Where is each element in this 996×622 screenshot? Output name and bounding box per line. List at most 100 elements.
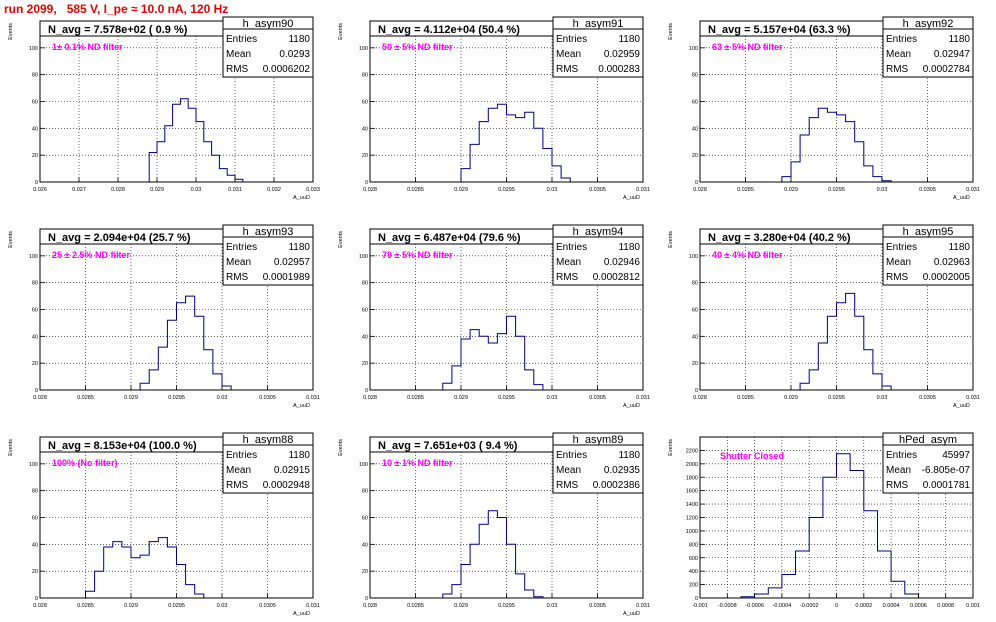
x-tick-label: 0.03 xyxy=(547,395,558,401)
histogram-bin xyxy=(507,316,516,390)
stats-label: RMS xyxy=(556,64,579,75)
x-tick-label: 0.029 xyxy=(454,187,468,193)
x-tick-label: 0.03 xyxy=(547,187,558,193)
y-tick-label: 40 xyxy=(32,126,38,132)
histogram-bin xyxy=(443,383,452,390)
y-tick-label: 60 xyxy=(32,308,38,314)
stats-value: 1180 xyxy=(618,34,640,45)
y-tick-label: 1800 xyxy=(686,475,698,481)
x-tick-label: 0.029 xyxy=(124,395,138,401)
histogram-bin xyxy=(222,386,231,390)
y-tick-label: 20 xyxy=(362,153,368,159)
histogram-bin xyxy=(561,178,570,182)
y-tick-label: 1400 xyxy=(686,502,698,508)
histogram-bin xyxy=(525,112,534,182)
histogram-bin xyxy=(488,511,497,598)
stats-value: 0.0002948 xyxy=(263,480,311,491)
navg-box xyxy=(369,436,554,453)
y-tick-label: 0 xyxy=(695,180,698,186)
histogram-bin xyxy=(837,303,846,390)
navg-box xyxy=(39,228,224,245)
x-tick-label: 0.0008 xyxy=(937,603,954,609)
y-tick-label: 0 xyxy=(695,596,698,602)
stats-hist-name: hPed_asym xyxy=(899,434,957,446)
histogram-bin xyxy=(809,118,818,182)
stats-value: 0.0006202 xyxy=(263,64,311,75)
x-tick-label: 0.0295 xyxy=(498,187,515,193)
x-axis-label: A_uuD xyxy=(623,195,640,201)
y-tick-label: 0 xyxy=(35,180,38,186)
histogram-bin xyxy=(543,148,552,182)
x-tick-label: 0.031 xyxy=(636,603,650,609)
y-tick-label: 0 xyxy=(695,388,698,394)
y-tick-label: 60 xyxy=(362,308,368,314)
x-tick-label: 0.031 xyxy=(966,395,980,401)
stats-label: Entries xyxy=(886,34,917,45)
x-tick-label: 0.031 xyxy=(966,187,980,193)
histogram-bin xyxy=(443,594,452,598)
y-tick-label: 100 xyxy=(359,254,368,260)
stats-label: Mean xyxy=(226,465,251,476)
navg-text: N_avg = 3.280e+04 (40.2 %) xyxy=(708,232,851,244)
histogram-series xyxy=(799,292,892,390)
histogram-bin xyxy=(507,544,516,598)
histogram-bin xyxy=(800,135,809,182)
stats-box xyxy=(882,236,974,286)
histogram-panel-h_asym95: 0.028 0.0285 0.029 0.0295 0.03 0.0305 0.031 0 20… xyxy=(668,224,980,409)
histogram-bin xyxy=(177,303,186,390)
y-tick-label: 80 xyxy=(362,73,368,79)
y-tick-label: 2200 xyxy=(686,448,698,454)
page-title: run 2099, 585 V, I_pe ≈ 10.0 nA, 120 Hz xyxy=(4,2,229,16)
y-tick-label: 20 xyxy=(32,361,38,367)
stats-label: Mean xyxy=(226,49,251,60)
histogram-bin xyxy=(791,162,800,182)
y-tick-label: 20 xyxy=(32,569,38,575)
stats-value: 45997 xyxy=(942,450,970,461)
stats-value: 0.02915 xyxy=(274,465,311,476)
histogram-bin xyxy=(818,108,827,182)
x-tick-label: 0.0285 xyxy=(407,395,424,401)
stats-hist-name: h_asym89 xyxy=(573,434,624,446)
y-tick-label: 1600 xyxy=(686,489,698,495)
y-tick-label: 1200 xyxy=(686,516,698,522)
stats-label: Entries xyxy=(886,242,917,253)
histogram-bin xyxy=(488,108,497,182)
x-tick-label: 0.0295 xyxy=(498,395,515,401)
y-tick-label: 2000 xyxy=(686,462,698,468)
stats-box xyxy=(882,444,974,494)
x-tick-label: 0.03 xyxy=(217,395,228,401)
x-tick-label: 0.031 xyxy=(228,187,242,193)
stats-value: 0.02963 xyxy=(934,257,971,268)
y-tick-label: 20 xyxy=(362,569,368,575)
x-tick-label: 0.0305 xyxy=(589,395,606,401)
x-tick-label: 0.0305 xyxy=(259,603,276,609)
histogram-bin xyxy=(204,142,212,182)
stats-value: 0.0001989 xyxy=(263,272,311,283)
histogram-series xyxy=(442,510,544,598)
y-tick-label: 80 xyxy=(32,73,38,79)
histogram-panel-h_asym88: 0.028 0.0285 0.029 0.0295 0.03 0.0305 0.031 0 20… xyxy=(8,432,320,617)
y-tick-label: 200 xyxy=(689,583,698,589)
histogram-panel-h_asym90: 0.026 0.027 0.028 0.029 0.03 0.031 0.032 0.033 0… xyxy=(8,16,320,201)
stats-value: 0.0002784 xyxy=(923,64,971,75)
stats-box xyxy=(552,236,644,286)
stats-label: Mean xyxy=(886,465,911,476)
x-tick-label: 0.029 xyxy=(454,395,468,401)
histogram-bin xyxy=(113,542,122,598)
y-tick-label: 60 xyxy=(32,100,38,106)
y-tick-label: 40 xyxy=(692,126,698,132)
histogram-bin xyxy=(149,370,158,390)
x-tick-label: 0.0006 xyxy=(910,603,927,609)
stats-label: RMS xyxy=(886,272,909,283)
y-tick-label: 0 xyxy=(35,596,38,602)
stats-value: 0.000283 xyxy=(598,64,640,75)
y-tick-label: 40 xyxy=(32,334,38,340)
stats-label: Entries xyxy=(556,242,587,253)
histogram-bin xyxy=(149,152,157,182)
x-tick-label: 0.028 xyxy=(363,395,377,401)
histogram-series xyxy=(460,103,571,182)
histogram-bin xyxy=(140,555,149,598)
y-tick-label: 60 xyxy=(32,516,38,522)
filter-annotation: 40 ± 4% ND filter xyxy=(712,250,783,260)
